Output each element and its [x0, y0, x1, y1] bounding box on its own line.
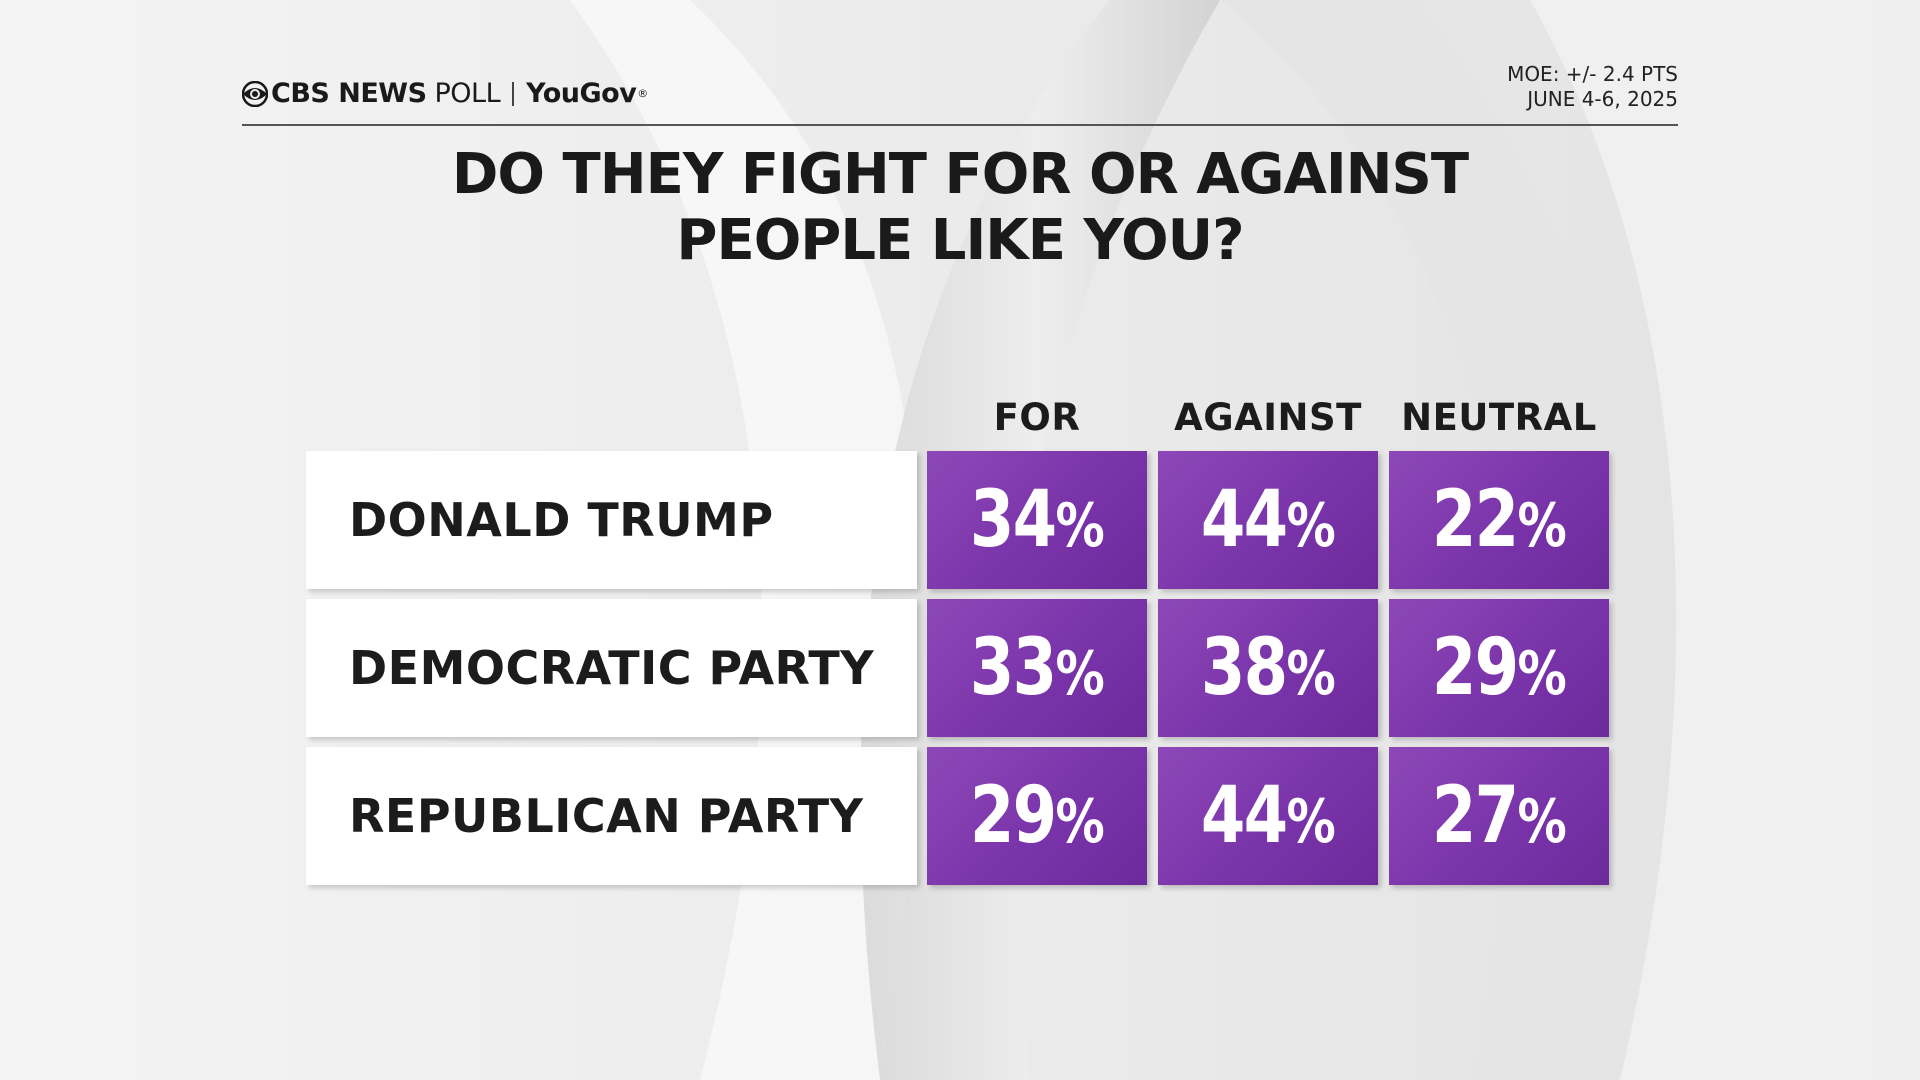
value-unit: %: [1517, 639, 1567, 709]
column-header-for: FOR: [993, 396, 1081, 439]
value-unit: %: [1517, 787, 1567, 857]
value-cell-republican-neutral: 27%: [1389, 747, 1609, 885]
value-unit: %: [1517, 491, 1567, 561]
row-label-text: DEMOCRATIC PARTY: [349, 641, 875, 695]
value-cell-democratic-neutral: 29%: [1389, 599, 1609, 737]
value-unit: %: [1286, 639, 1336, 709]
brand-cbs-news: CBS NEWS: [271, 78, 427, 109]
value-number: 29: [1431, 623, 1518, 713]
row-label-republican-party: REPUBLICAN PARTY: [306, 747, 917, 885]
value-number: 38: [1200, 623, 1287, 713]
brand-yougov: YouGov: [526, 78, 637, 109]
margin-of-error: MOE: +/- 2.4 PTS: [1507, 62, 1678, 86]
value-number: 44: [1200, 771, 1287, 861]
value-cell-trump-for: 34%: [927, 451, 1147, 589]
row-label-donald-trump: DONALD TRUMP: [306, 451, 917, 589]
value-cell-republican-against: 44%: [1158, 747, 1378, 885]
value-cell-democratic-against: 38%: [1158, 599, 1378, 737]
value-cell-trump-against: 44%: [1158, 451, 1378, 589]
poll-meta: MOE: +/- 2.4 PTS JUNE 4-6, 2025: [1507, 62, 1678, 112]
poll-header: CBS NEWS POLL YouGov ® MOE: +/- 2.4 PTS J…: [242, 62, 1678, 126]
brand-poll: POLL: [434, 78, 501, 109]
title-line-2: PEOPLE LIKE YOU?: [676, 208, 1244, 273]
chart-title: DO THEY FIGHT FOR OR AGAINST PEOPLE LIKE…: [242, 142, 1678, 274]
column-header-against: AGAINST: [1174, 396, 1362, 439]
value-cell-republican-for: 29%: [927, 747, 1147, 885]
registered-mark-icon: ®: [637, 87, 648, 100]
value-number: 34: [969, 475, 1056, 565]
row-label-text: DONALD TRUMP: [349, 493, 774, 547]
cbs-eye-icon: [242, 80, 268, 107]
value-cell-trump-neutral: 22%: [1389, 451, 1609, 589]
value-unit: %: [1286, 491, 1336, 561]
brand-divider: [512, 81, 515, 106]
value-number: 22: [1431, 475, 1518, 565]
value-cell-democratic-for: 33%: [927, 599, 1147, 737]
value-number: 44: [1200, 475, 1287, 565]
row-label-text: REPUBLICAN PARTY: [349, 789, 864, 843]
value-number: 33: [969, 623, 1056, 713]
value-unit: %: [1055, 491, 1105, 561]
title-line-1: DO THEY FIGHT FOR OR AGAINST: [451, 142, 1469, 207]
poll-brand: CBS NEWS POLL YouGov ®: [242, 78, 648, 109]
value-number: 29: [969, 771, 1056, 861]
value-number: 27: [1431, 771, 1518, 861]
poll-dates: JUNE 4-6, 2025: [1527, 87, 1678, 111]
row-label-democratic-party: DEMOCRATIC PARTY: [306, 599, 917, 737]
value-unit: %: [1055, 787, 1105, 857]
value-unit: %: [1055, 639, 1105, 709]
column-header-neutral: NEUTRAL: [1401, 396, 1597, 439]
value-unit: %: [1286, 787, 1336, 857]
